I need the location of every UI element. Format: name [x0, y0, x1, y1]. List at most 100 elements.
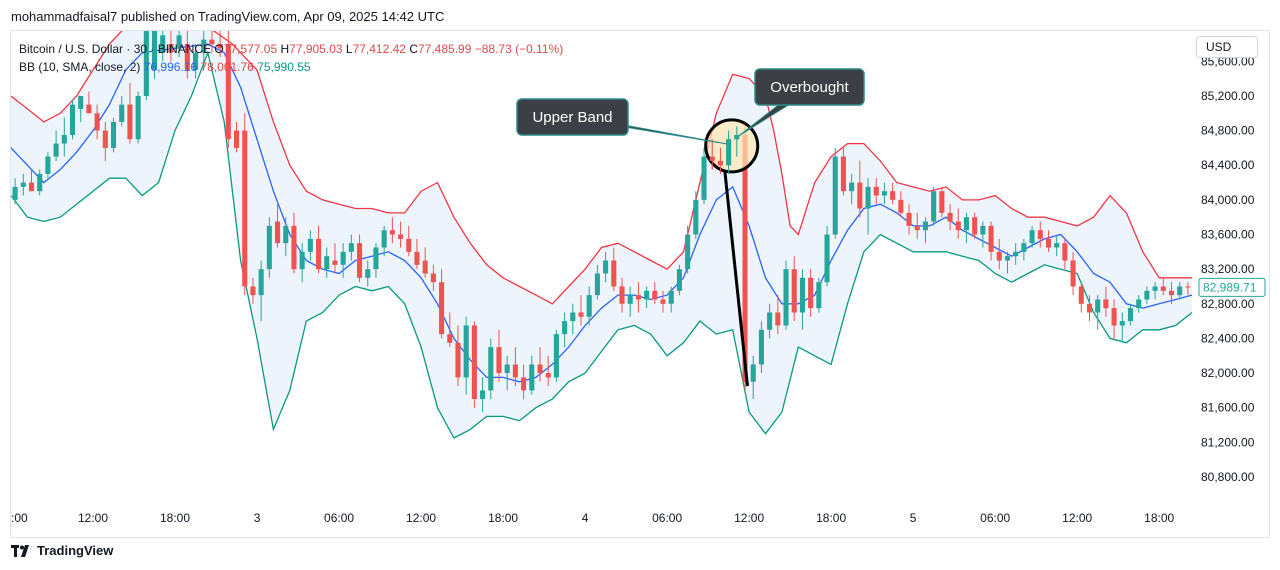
candle-body	[685, 234, 691, 270]
footer-brand[interactable]: TradingView	[11, 543, 113, 558]
candle-body	[1029, 230, 1035, 244]
candle-body	[1185, 286, 1191, 288]
candle-body	[758, 329, 764, 365]
candle-body	[734, 134, 740, 140]
candle	[775, 295, 781, 335]
candle-body	[693, 199, 699, 235]
candle	[816, 277, 822, 313]
y-tick-label: 85,200.00	[1201, 89, 1255, 103]
candle	[1160, 277, 1166, 296]
y-tick-label: 82,000.00	[1201, 366, 1255, 380]
candle-body	[168, 43, 174, 53]
candle	[143, 31, 149, 101]
candle-body	[1095, 299, 1101, 313]
candle	[693, 191, 699, 239]
last-price-badge	[1198, 277, 1266, 297]
candle	[972, 212, 978, 239]
bb-label[interactable]: BB (10, SMA, close, 2)	[19, 60, 141, 74]
candle	[922, 217, 928, 244]
candle-body	[627, 295, 633, 304]
candle	[275, 204, 281, 248]
x-tick-label: :00	[11, 511, 28, 525]
candle	[192, 43, 199, 79]
candle-body	[619, 286, 625, 304]
candle-body	[496, 347, 502, 374]
candle	[611, 247, 617, 291]
candle-body	[898, 199, 904, 213]
candle-body	[791, 269, 797, 313]
candle-body	[1177, 286, 1183, 296]
candle	[1185, 282, 1191, 296]
x-tick-label: 3	[254, 511, 261, 525]
x-tick-label: 06:00	[324, 511, 354, 525]
candle-body	[389, 230, 395, 235]
candle-body	[865, 186, 871, 209]
x-tick-label: 18:00	[1144, 511, 1174, 525]
candle-body	[668, 290, 674, 304]
candle	[668, 286, 674, 313]
candle	[398, 221, 404, 248]
candle-body	[726, 139, 732, 166]
candle	[78, 95, 84, 122]
candle	[406, 225, 412, 257]
candle-body	[160, 35, 166, 53]
y-tick-label: 81,200.00	[1201, 435, 1255, 449]
candle	[1136, 295, 1142, 313]
candle-body	[119, 104, 125, 122]
candle-body	[291, 225, 297, 270]
candle	[644, 286, 650, 309]
candle-body	[816, 282, 822, 309]
candle-body	[53, 143, 59, 157]
candle-body	[611, 260, 617, 287]
candle-body	[471, 325, 477, 400]
candle	[652, 282, 658, 304]
candle	[1070, 251, 1076, 296]
candle-body	[652, 290, 658, 300]
candle	[603, 251, 609, 283]
candle-body	[660, 299, 666, 304]
x-tick-label: 06:00	[652, 511, 682, 525]
highlight-circle	[704, 118, 760, 174]
candle	[906, 204, 912, 235]
candle	[1004, 251, 1011, 274]
symbol-label[interactable]: Bitcoin / U.S. Dollar · 30 · BINANCE	[19, 42, 212, 56]
candle	[570, 303, 576, 335]
candle	[1111, 299, 1117, 339]
drop-line	[723, 169, 749, 387]
candle-body	[799, 277, 805, 313]
candle-body	[914, 225, 920, 231]
candle-body	[537, 364, 543, 374]
y-tick-label: 84,400.00	[1201, 158, 1255, 172]
candle	[1168, 282, 1175, 304]
candle-body	[644, 290, 650, 300]
x-tick-label: 18:00	[488, 511, 518, 525]
callout-overbought: Overbought	[738, 68, 865, 137]
candle-body	[61, 134, 67, 144]
bb-upper-value: 78,001.76	[200, 60, 254, 74]
candle-body	[701, 156, 707, 200]
candle-body	[373, 247, 379, 270]
candle	[127, 82, 133, 144]
candle	[1144, 286, 1150, 304]
candle-body	[94, 113, 100, 131]
plot-area	[11, 31, 1192, 439]
candle	[480, 377, 486, 413]
candle-body	[840, 156, 846, 192]
low-label: L	[345, 42, 353, 56]
currency-selector[interactable]: USD	[1196, 36, 1258, 58]
candle	[521, 364, 527, 400]
candle	[439, 269, 445, 339]
candle	[980, 221, 986, 248]
candle-body	[398, 234, 404, 239]
candle	[955, 208, 961, 239]
candle	[135, 91, 141, 144]
candle	[225, 31, 231, 148]
candle	[586, 286, 592, 326]
candle	[357, 234, 363, 283]
y-tick-label: 82,800.00	[1201, 297, 1255, 311]
x-tick-label: 18:00	[160, 511, 190, 525]
candle	[45, 152, 51, 179]
candle-body	[275, 221, 281, 244]
candle	[619, 277, 625, 313]
